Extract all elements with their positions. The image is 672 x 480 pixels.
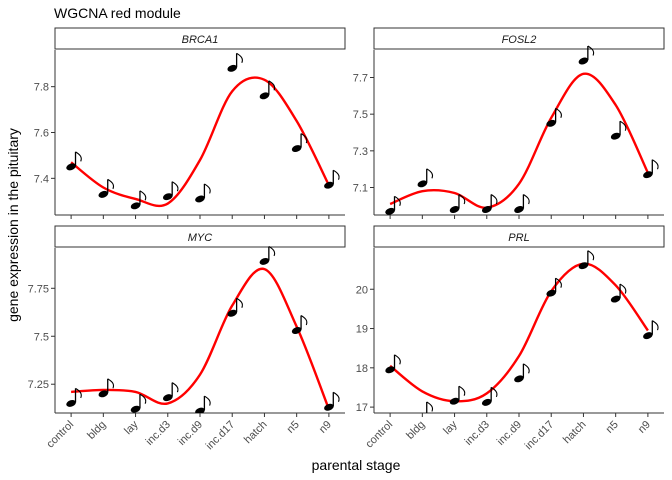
plot-area xyxy=(383,250,659,413)
data-point xyxy=(129,393,147,413)
smooth-curve xyxy=(389,72,649,209)
x-axis-title: parental stage xyxy=(312,457,401,473)
data-point xyxy=(258,245,276,267)
panel-fosl2: FOSL2 7.1 7.3 7.5 7.7 xyxy=(353,27,665,219)
x-tick-label: hatch xyxy=(561,419,589,447)
x-tick-label: bldg xyxy=(404,419,427,442)
facet-panels: BRCA1 7.4 7.6 7.8 FOSL2 7.1 7.3 7.5 7.7 MYC 7.25 7.… xyxy=(28,27,665,453)
facet-strip xyxy=(373,27,665,50)
data-point xyxy=(577,250,595,272)
plot-area xyxy=(64,245,340,413)
facet-label: MYC xyxy=(188,232,213,244)
x-tick-label: control xyxy=(363,419,395,451)
panel-brca1: BRCA1 7.4 7.6 7.8 xyxy=(34,27,346,219)
y-tick-label: 19 xyxy=(356,324,368,336)
facet-strip xyxy=(54,225,346,248)
y-tick-label: 7.3 xyxy=(353,146,368,158)
smooth-curve xyxy=(389,262,649,403)
data-point xyxy=(544,107,563,129)
x-tick-label: inc.d17 xyxy=(204,419,238,453)
y-tick-label: 7.4 xyxy=(34,173,49,185)
x-tick-label: lay xyxy=(441,418,460,437)
data-point xyxy=(448,193,466,215)
y-tick-label: 7.5 xyxy=(34,331,49,343)
x-tick-label: inc.d9 xyxy=(176,419,205,448)
chart-title: WGCNA red module xyxy=(54,5,181,21)
y-tick-label: 7.8 xyxy=(34,82,49,94)
y-tick-label: 7.75 xyxy=(28,283,49,295)
x-tick-label: n5 xyxy=(285,419,302,436)
data-point xyxy=(448,385,466,407)
facet-label: FOSL2 xyxy=(502,34,537,46)
plot-area xyxy=(64,52,340,212)
x-tick-label: inc.d17 xyxy=(523,419,557,453)
x-tick-label: control xyxy=(44,419,76,451)
y-tick-label: 7.7 xyxy=(353,73,368,85)
data-point xyxy=(258,80,276,102)
data-point xyxy=(96,378,115,400)
x-tick-label: inc.d9 xyxy=(495,419,524,448)
y-tick-label: 7.6 xyxy=(34,128,49,140)
facet-label: BRCA1 xyxy=(182,34,219,46)
y-tick-label: 17 xyxy=(356,402,368,414)
x-tick-label: inc.d3 xyxy=(144,419,173,448)
data-point xyxy=(512,363,530,385)
smooth-curve xyxy=(71,267,331,410)
x-tick-label: bldg xyxy=(85,419,108,442)
y-tick-label: 7.25 xyxy=(28,379,49,391)
data-point xyxy=(193,183,211,205)
y-tick-label: 7.1 xyxy=(353,183,368,195)
x-tick-label: n9 xyxy=(636,419,653,436)
data-point xyxy=(225,52,244,74)
y-axis-title: gene expression in the pituitary xyxy=(5,128,21,322)
x-tick-label: n9 xyxy=(317,419,334,436)
data-point xyxy=(383,195,401,215)
facet-strip xyxy=(54,27,346,50)
data-point xyxy=(415,168,434,190)
y-tick-label: 20 xyxy=(356,284,368,296)
facet-strip xyxy=(373,225,665,248)
smooth-curve xyxy=(70,76,330,208)
y-tick-label: 18 xyxy=(356,363,368,375)
plot-area xyxy=(383,45,659,215)
data-point xyxy=(290,132,308,154)
data-point xyxy=(512,193,530,215)
panel-prl: PRL 17 18 19 20 control bldg lay inc.d3 inc.d9inc… xyxy=(356,225,665,453)
x-tick-label: n5 xyxy=(604,419,621,436)
x-tick-label: lay xyxy=(122,418,141,437)
y-tick-label: 7.5 xyxy=(353,109,368,121)
x-tick-label: inc.d3 xyxy=(463,419,492,448)
facet-label: PRL xyxy=(508,232,529,244)
data-point xyxy=(609,120,627,142)
x-tick-label: hatch xyxy=(242,419,270,447)
panel-myc: MYC 7.25 7.5 7.75 control bldg lay inc.d3 inc.d9… xyxy=(28,225,346,453)
